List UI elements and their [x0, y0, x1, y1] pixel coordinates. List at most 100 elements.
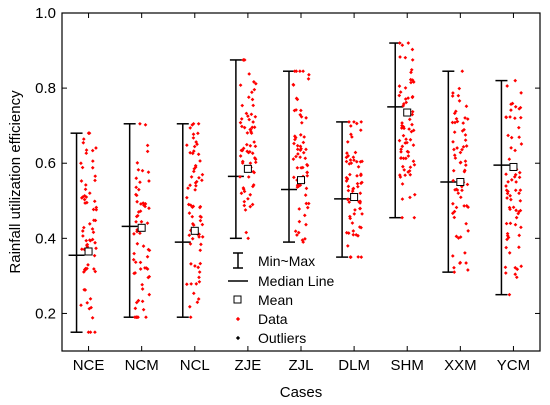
data-point	[345, 151, 349, 155]
x-tick-label: XXM	[444, 357, 477, 374]
data-point	[135, 315, 140, 320]
series-dlm	[334, 120, 364, 259]
data-point	[244, 142, 249, 147]
data-point	[187, 211, 192, 215]
data-point	[84, 151, 89, 156]
data-point	[90, 148, 95, 153]
data-point	[517, 191, 521, 196]
y-axis: 0.2 0.4 0.6 0.8 1.0	[35, 5, 540, 322]
data-point	[458, 150, 463, 155]
data-point	[460, 188, 464, 193]
data-point	[138, 231, 142, 236]
data-point	[346, 197, 350, 202]
data-point	[92, 199, 97, 204]
data-point	[519, 225, 523, 230]
data-point	[188, 150, 193, 155]
data-point	[514, 215, 519, 220]
y-tick-label: 0.4	[35, 230, 56, 247]
data-point	[397, 84, 402, 88]
data-point	[249, 112, 254, 117]
data-point	[513, 172, 518, 177]
data-point	[93, 240, 97, 245]
data-point	[253, 114, 258, 119]
data-point	[517, 170, 522, 175]
mean-marker	[456, 178, 465, 186]
data-point	[452, 270, 457, 274]
data-point	[509, 146, 513, 150]
data-point	[505, 196, 509, 200]
data-point	[410, 109, 415, 114]
data-point	[461, 121, 466, 125]
data-point	[134, 193, 139, 198]
data-point	[197, 270, 202, 274]
data-point	[509, 108, 513, 112]
series-ncl	[174, 121, 205, 320]
data-point	[407, 117, 412, 122]
data-point	[349, 255, 353, 259]
data-point	[246, 150, 251, 155]
data-point	[355, 174, 359, 178]
data-point	[463, 251, 467, 255]
data-point	[198, 248, 203, 253]
data-point	[94, 246, 98, 251]
data-point	[403, 55, 408, 60]
data-point	[303, 237, 307, 241]
data-point	[192, 166, 197, 171]
data-point	[299, 108, 303, 113]
data-point	[400, 215, 404, 220]
mean-marker	[509, 162, 518, 171]
data-point	[301, 140, 306, 145]
data-point	[360, 159, 364, 164]
data-point	[253, 157, 258, 162]
data-point	[505, 84, 510, 88]
data-point	[347, 120, 351, 124]
data-point	[191, 136, 196, 140]
data-point	[144, 315, 148, 320]
data-point	[351, 229, 356, 233]
data-point	[348, 216, 353, 221]
data-point	[250, 125, 255, 130]
data-point	[134, 185, 139, 190]
data-point	[292, 141, 296, 146]
series-nce	[68, 131, 99, 335]
data-point	[198, 204, 203, 209]
data-point	[133, 271, 138, 275]
data-point	[411, 128, 416, 133]
data-point	[93, 178, 97, 183]
data-point	[136, 210, 141, 214]
data-point	[134, 176, 139, 181]
data-point	[84, 195, 89, 199]
data-point	[358, 206, 362, 211]
data-point	[401, 164, 405, 169]
data-point	[299, 114, 304, 119]
data-point	[306, 201, 311, 206]
data-point	[133, 306, 138, 311]
data-point	[517, 233, 522, 238]
data-point	[462, 204, 466, 208]
data-point	[197, 275, 201, 280]
data-point	[513, 78, 518, 83]
data-point	[240, 159, 245, 164]
data-point	[397, 138, 402, 143]
data-point	[509, 197, 513, 202]
data-point	[242, 203, 247, 208]
data-point	[507, 157, 512, 162]
data-point	[147, 179, 151, 183]
data-point	[305, 205, 310, 210]
data-point	[246, 196, 250, 201]
data-point	[140, 287, 145, 291]
data-point	[460, 69, 465, 74]
data-point	[135, 161, 140, 165]
data-point	[403, 173, 407, 178]
data-point	[244, 111, 249, 116]
data-point	[399, 126, 404, 130]
data-point	[304, 147, 308, 152]
data-point	[348, 172, 352, 177]
data-point	[399, 147, 403, 152]
data-point	[147, 206, 151, 211]
data-point	[196, 152, 201, 157]
data-point	[83, 187, 88, 192]
data-point	[401, 156, 406, 161]
data-point	[190, 236, 195, 241]
data-point	[458, 195, 463, 200]
